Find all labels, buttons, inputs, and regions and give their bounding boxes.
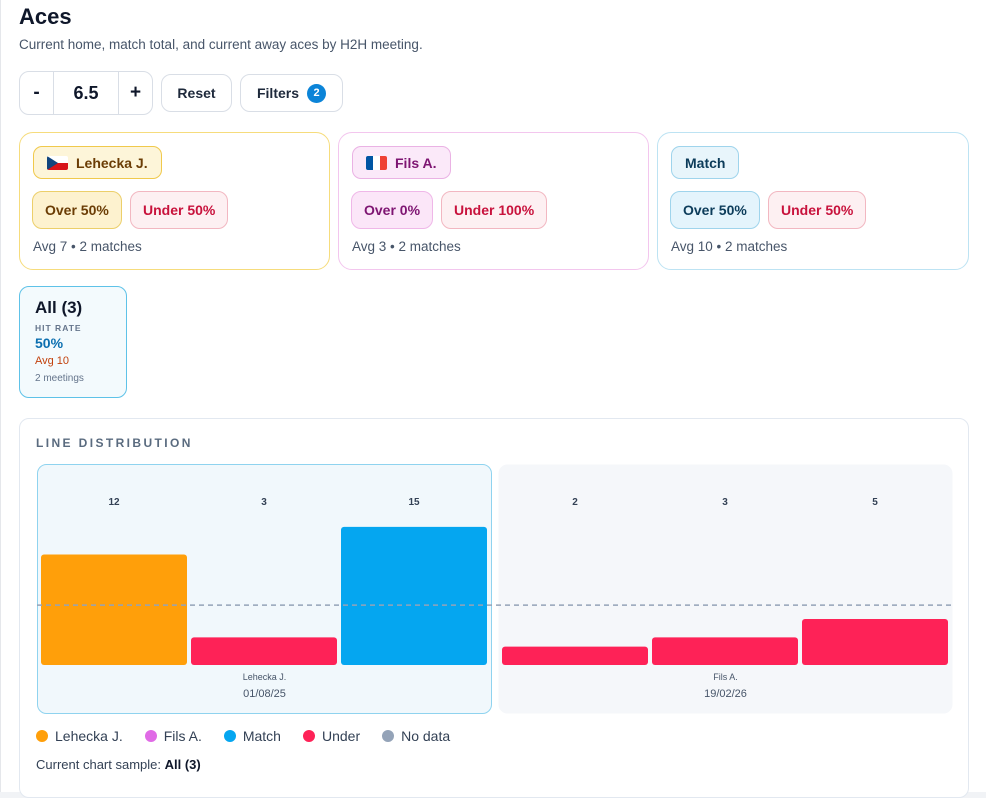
home-over-pill: Over 50% [32, 191, 122, 229]
away-avg: Avg 3 • 2 matches [352, 239, 461, 254]
group-player-label: Lehecka J. [243, 672, 287, 682]
legend-item: No data [382, 728, 450, 744]
bar-2-3 [802, 618, 948, 665]
current-sample-value: All (3) [164, 757, 201, 772]
bar-value-label: 3 [722, 497, 728, 508]
legend-item: Match [223, 728, 281, 744]
bar-value-label: 2 [572, 497, 578, 508]
line-stepper: - 6.5 + [19, 71, 153, 115]
page-subtitle: Current home, match total, and current a… [19, 37, 423, 52]
match-chip[interactable]: Match [671, 146, 740, 179]
home-avg: Avg 7 • 2 matches [33, 239, 142, 254]
legend-dot-icon [302, 730, 315, 742]
fr-flag-icon [366, 155, 387, 170]
home-player-chip[interactable]: Lehecka J. [33, 146, 162, 179]
legend-dot-icon [36, 730, 48, 742]
legend-item: Lehecka J. [36, 728, 123, 744]
home-player-card: Lehecka J. Over 50% Under 50% Avg 7 • 2 … [19, 132, 330, 270]
bar-value-label: 15 [408, 497, 420, 508]
group-player-label: Fils A. [713, 672, 738, 682]
filters-button[interactable]: Filters 2 [240, 74, 343, 112]
legend-label: Under [321, 728, 361, 744]
sample-avg: Avg 10 [35, 355, 70, 367]
away-over-pill: Over 0% [351, 191, 434, 229]
current-sample-label: Current chart sample: [36, 757, 161, 772]
group-date-label: 01/08/25 [243, 688, 286, 700]
bar-1-1 [41, 554, 187, 665]
home-player-name: Lehecka J. [76, 154, 148, 171]
match-over-pill: Over 50% [670, 191, 760, 229]
distribution-title: LINE DISTRIBUTION [36, 436, 193, 450]
line-value[interactable]: 6.5 [53, 72, 119, 114]
legend-label: No data [401, 728, 451, 744]
page-title: Aces [19, 4, 72, 29]
chart-legend: Lehecka J. Fils A. Match Under No data [36, 728, 450, 744]
bar-value-label: 12 [108, 497, 120, 508]
distribution-chart: 12 3 15 Lehecka J. 01/08/25 2 3 5 Fils A. 19/02/2… [37, 464, 953, 714]
sample-title: All (3) [35, 298, 83, 317]
bar-value-label: 3 [261, 497, 267, 508]
hit-rate-value: 50% [35, 335, 64, 351]
line-distribution-panel: LINE DISTRIBUTION 12 3 15 Lehecka J. 01/08/2… [19, 418, 969, 798]
group-date-label: 19/02/26 [704, 688, 747, 700]
bar-2-2 [652, 637, 798, 665]
legend-dot-icon [144, 730, 157, 742]
cz-flag-icon [47, 155, 68, 170]
legend-label: Fils A. [163, 728, 202, 744]
legend-label: Match [242, 728, 281, 744]
reset-button[interactable]: Reset [161, 74, 232, 112]
legend-label: Lehecka J. [55, 728, 123, 744]
match-avg: Avg 10 • 2 matches [671, 239, 788, 254]
filters-label: Filters [256, 85, 299, 101]
legend-dot-icon [382, 730, 395, 742]
filters-count-badge: 2 [307, 83, 326, 103]
bar-2-1 [502, 646, 648, 665]
legend-item: Fils A. [144, 728, 202, 744]
away-player-chip[interactable]: Fils A. [352, 146, 451, 179]
away-player-card: Fils A. Over 0% Under 100% Avg 3 • 2 mat… [338, 132, 649, 270]
match-card: Match Over 50% Under 50% Avg 10 • 2 matc… [657, 132, 969, 270]
bar-1-3 [341, 526, 487, 665]
current-sample-line: Current chart sample: All (3) [36, 757, 201, 772]
increment-button[interactable]: + [129, 82, 142, 103]
away-player-name: Fils A. [395, 154, 437, 171]
sample-all-card[interactable]: All (3) HIT RATE 50% Avg 10 2 meetings [19, 286, 127, 398]
match-under-pill: Under 50% [768, 191, 867, 229]
decrement-button[interactable]: - [33, 82, 40, 103]
bar-value-label: 5 [872, 497, 878, 508]
sample-meetings: 2 meetings [35, 373, 84, 384]
bar-1-2 [191, 637, 337, 665]
hit-rate-label: HIT RATE [35, 323, 82, 333]
legend-item: Under [302, 728, 361, 744]
legend-dot-icon [223, 730, 236, 742]
home-under-pill: Under 50% [130, 191, 229, 229]
away-under-pill: Under 100% [441, 191, 548, 229]
